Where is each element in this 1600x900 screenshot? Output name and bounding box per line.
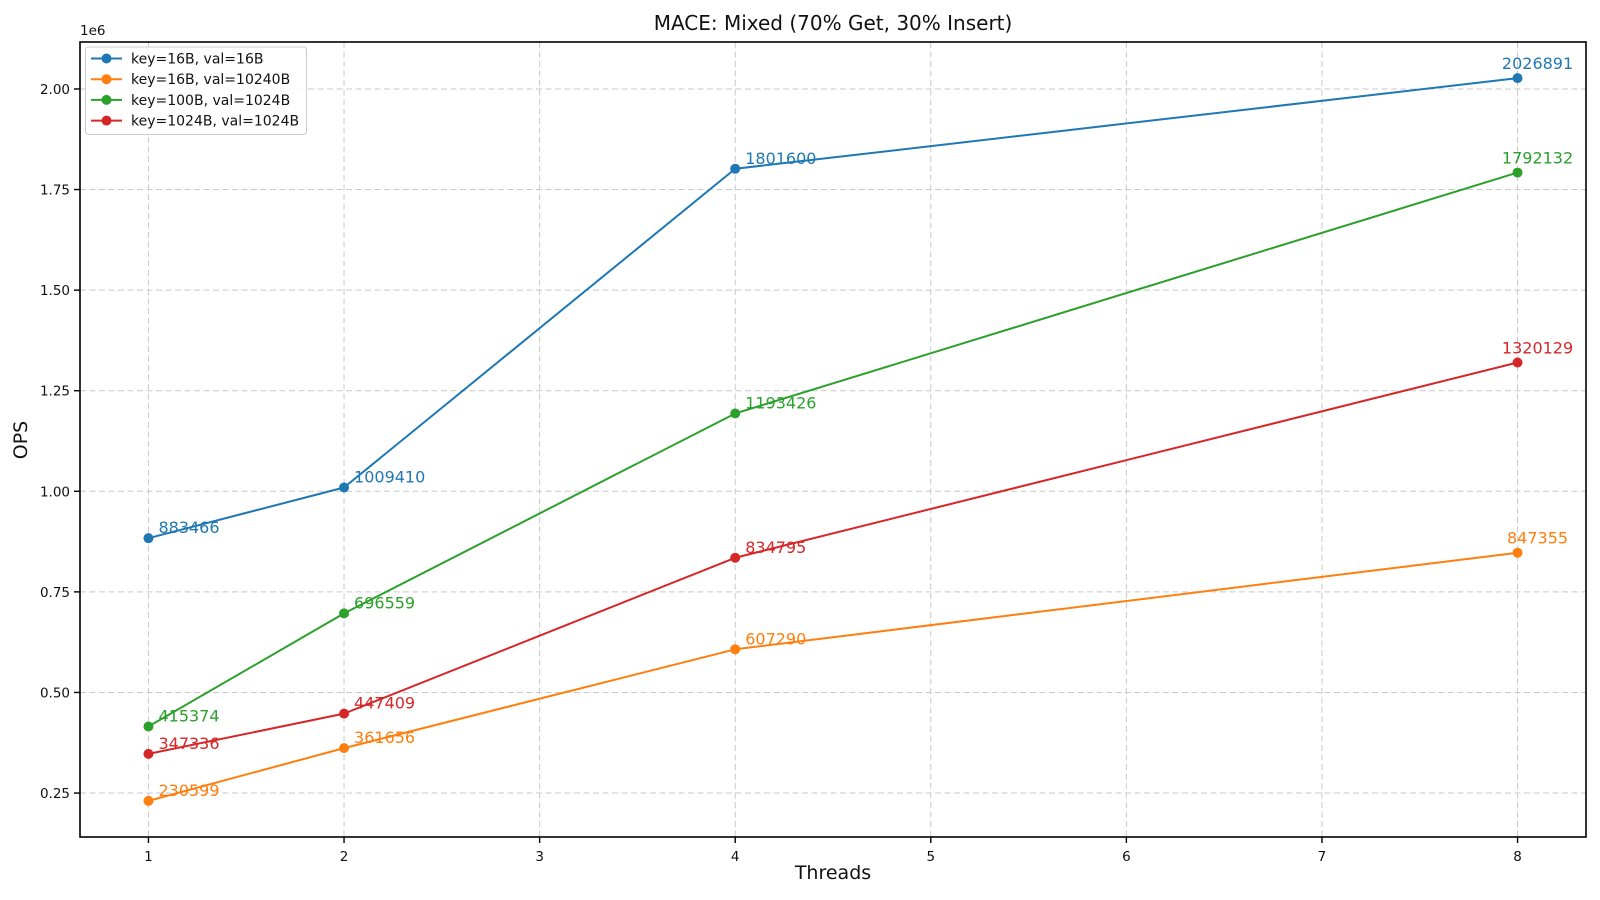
- y-tick-label: 0.25: [40, 786, 70, 802]
- legend-item: key=16B, val=10240B: [91, 72, 290, 88]
- data-point-marker: [1512, 73, 1523, 84]
- y-axis-label: OPS: [10, 421, 32, 459]
- data-point-marker: [730, 552, 741, 563]
- series-line: [147, 171, 1518, 728]
- series-1: [143, 547, 1523, 806]
- data-point-marker: [339, 743, 350, 754]
- point-label: 883466: [158, 518, 219, 537]
- series-line: [148, 77, 1518, 540]
- grid: [80, 42, 1586, 837]
- legend-marker-icon: [101, 74, 112, 85]
- legend-item: key=16B, val=16B: [91, 52, 263, 68]
- data-point-marker: [1512, 167, 1523, 178]
- x-tick-label: 1: [144, 849, 153, 865]
- point-label: 1009410: [354, 468, 425, 487]
- legend-marker-icon: [101, 115, 112, 126]
- data-point-marker: [1512, 357, 1523, 368]
- data-point-marker: [1512, 547, 1523, 558]
- x-tick-label: 5: [926, 849, 935, 865]
- data-point-marker: [143, 721, 154, 732]
- x-tick-label: 7: [1318, 849, 1327, 865]
- point-label: 834795: [745, 538, 806, 557]
- point-label: 230599: [158, 781, 219, 800]
- series-2: [143, 167, 1523, 732]
- legend-marker-icon: [101, 94, 112, 105]
- y-tick-label: 0.75: [40, 585, 70, 601]
- y-tick-label: 1.25: [40, 384, 70, 400]
- point-label: 1801600: [745, 149, 816, 168]
- y-tick-label: 1.50: [40, 283, 70, 299]
- chart-title: MACE: Mixed (70% Get, 30% Insert): [654, 11, 1013, 35]
- data-point-marker: [339, 608, 350, 619]
- x-axis-label: Threads: [794, 862, 871, 884]
- x-tick-label: 4: [731, 849, 740, 865]
- y-tick-label: 1.00: [40, 484, 70, 500]
- legend-item-label: key=16B, val=10240B: [131, 72, 290, 88]
- legend-item-label: key=100B, val=1024B: [131, 93, 290, 109]
- point-label: 696559: [354, 593, 415, 612]
- data-point-marker: [730, 644, 741, 655]
- x-tick-label: 8: [1513, 849, 1522, 865]
- point-label: 1193426: [745, 393, 816, 412]
- series-line: [148, 551, 1518, 802]
- series-0: [143, 73, 1523, 544]
- x-tick-label: 2: [340, 849, 349, 865]
- point-label: 607290: [745, 629, 806, 648]
- point-label: 1320129: [1502, 338, 1573, 357]
- x-tick-label: 6: [1122, 849, 1131, 865]
- axes-ticks: 1 2 3 4 5 6 7 8 0.25 0.50 0.75 1.00 1.25 1.50 1.75 2.00: [40, 82, 1522, 865]
- y-tick-label: 1.75: [40, 183, 70, 199]
- point-label: 2026891: [1502, 54, 1573, 73]
- y-axis-offset-label: 1e6: [80, 23, 105, 39]
- data-point-marker: [730, 408, 741, 419]
- plot-area: 1 2 3 4 5 6 7 8 0.25 0.50 0.75 1.00 1.25 1.50 1.75 2.00…: [40, 41, 1587, 865]
- data-point-marker: [730, 163, 741, 174]
- data-point-marker: [339, 482, 350, 493]
- point-label: 415374: [158, 707, 219, 726]
- legend: key=16B, val=16B key=16B, val=10240B key=1…: [85, 46, 307, 135]
- data-point-marker: [339, 708, 350, 719]
- legend-marker-icon: [101, 53, 112, 64]
- y-tick-label: 2.00: [40, 82, 70, 98]
- data-point-marker: [143, 748, 154, 759]
- legend-item-label: key=16B, val=16B: [131, 52, 263, 68]
- plot-frame: [79, 41, 1587, 838]
- data-point-marker: [143, 533, 154, 544]
- legend-item: key=100B, val=1024B: [91, 93, 290, 109]
- y-tick-label: 0.50: [40, 685, 70, 701]
- point-label: 347336: [158, 734, 219, 753]
- point-label: 361656: [354, 728, 415, 747]
- legend-box: [85, 46, 307, 135]
- point-label: 1792132: [1502, 149, 1573, 168]
- legend-item-label: key=1024B, val=1024B: [131, 114, 299, 130]
- series-3: [143, 357, 1523, 759]
- point-label: 447409: [354, 694, 415, 713]
- point-labels: 883466 1009410 1801600 2026891 230599 361656 6…: [158, 54, 1573, 800]
- legend-item: key=1024B, val=1024B: [91, 114, 299, 130]
- point-label: 847355: [1507, 529, 1568, 548]
- series-line: [148, 361, 1518, 755]
- x-tick-label: 3: [535, 849, 544, 865]
- data-point-marker: [143, 795, 154, 806]
